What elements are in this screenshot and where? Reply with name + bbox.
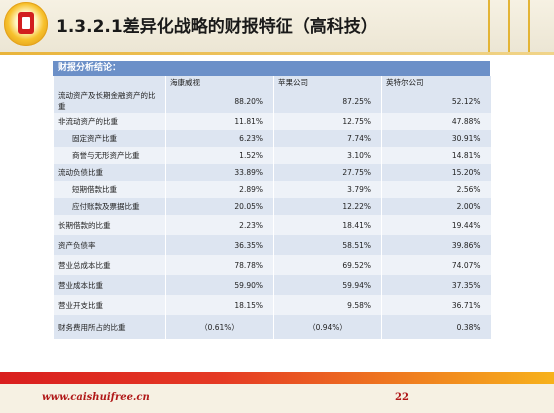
table-row: 营业成本比重 59.90% 59.94% 37.35%: [53, 275, 491, 295]
row-value: 59.90%: [165, 275, 274, 295]
row-value: 69.52%: [273, 255, 382, 275]
row-value: （0.94%）: [273, 315, 382, 339]
row-value: 0.38%: [381, 315, 491, 339]
page-number: 22: [395, 392, 409, 403]
row-value: 6.23%: [165, 130, 274, 147]
table-row: 固定资产比重 6.23% 7.74% 30.91%: [53, 130, 491, 147]
row-label: 资产负债率: [53, 235, 166, 255]
row-value: 7.74%: [273, 130, 382, 147]
row-label: 长期借款的比重: [53, 215, 166, 235]
column-header: 苹果公司: [273, 76, 382, 89]
row-value: 2.00%: [381, 198, 491, 215]
column-header: 海康威视: [165, 76, 274, 89]
table-row: 营业总成本比重 78.78% 69.52% 74.07%: [53, 255, 491, 275]
row-value: 1.52%: [165, 147, 274, 164]
row-value: 18.15%: [165, 295, 274, 315]
decorative-line: [488, 0, 490, 52]
row-value: 20.05%: [165, 198, 274, 215]
row-label: 应付账款及票据比重: [53, 198, 166, 215]
row-value: 12.22%: [273, 198, 382, 215]
row-label: 非流动资产的比重: [53, 113, 166, 130]
table-row: 流动资产及长期金融资产的比重 88.20% 87.25% 52.12%: [53, 89, 491, 113]
row-value: 27.75%: [273, 164, 382, 181]
row-label: 流动负债比重: [53, 164, 166, 181]
row-value: 14.81%: [381, 147, 491, 164]
table-row: 财务费用所占的比重 （0.61%） （0.94%） 0.38%: [53, 315, 491, 339]
row-label: 流动资产及长期金融资产的比重: [53, 89, 166, 113]
row-value: 58.51%: [273, 235, 382, 255]
column-header: [53, 76, 166, 89]
table-row: 流动负债比重 33.89% 27.75% 15.20%: [53, 164, 491, 181]
row-value: 2.89%: [165, 181, 274, 198]
row-value: 15.20%: [381, 164, 491, 181]
table-row: 长期借款的比重 2.23% 18.41% 19.44%: [53, 215, 491, 235]
table-row: 营业开支比重 18.15% 9.58% 36.71%: [53, 295, 491, 315]
footer-url: www.caishuifree.cn: [42, 392, 150, 403]
analysis-panel: 财报分析结论： 海康威视 苹果公司 英特尔公司 流动资产及长期金融资产的比重 88…: [53, 61, 491, 339]
row-label: 短期借款比重: [53, 181, 166, 198]
row-value: 88.20%: [165, 89, 274, 113]
row-label: 营业开支比重: [53, 295, 166, 315]
row-value: 3.79%: [273, 181, 382, 198]
panel-title: 财报分析结论：: [53, 61, 490, 76]
table-row: 非流动资产的比重 11.81% 12.75% 47.88%: [53, 113, 491, 130]
row-value: 74.07%: [381, 255, 491, 275]
row-value: 39.86%: [381, 235, 491, 255]
row-value: 47.88%: [381, 113, 491, 130]
slide-title: 1.3.2.1差异化战略的财报特征（高科技）: [56, 17, 378, 37]
column-header: 英特尔公司: [381, 76, 491, 89]
row-value: 30.91%: [381, 130, 491, 147]
table-body: 流动资产及长期金融资产的比重 88.20% 87.25% 52.12% 非流动资产的比重…: [53, 89, 491, 339]
row-value: 18.41%: [273, 215, 382, 235]
row-value: 2.23%: [165, 215, 274, 235]
row-label: 固定资产比重: [53, 130, 166, 147]
row-label: 财务费用所占的比重: [53, 315, 166, 339]
row-value: 78.78%: [165, 255, 274, 275]
row-value: 37.35%: [381, 275, 491, 295]
row-label: 商誉与无形资产比重: [53, 147, 166, 164]
row-value: 36.71%: [381, 295, 491, 315]
slide-footer: [0, 384, 554, 413]
header-rule: [0, 52, 554, 55]
row-value: 19.44%: [381, 215, 491, 235]
decorative-line: [508, 0, 510, 52]
table-row: 应付账款及票据比重 20.05% 12.22% 2.00%: [53, 198, 491, 215]
financial-table: 海康威视 苹果公司 英特尔公司 流动资产及长期金融资产的比重 88.20% 87.2…: [53, 76, 491, 339]
decorative-line: [528, 0, 530, 52]
row-value: 59.94%: [273, 275, 382, 295]
table-row: 短期借款比重 2.89% 3.79% 2.56%: [53, 181, 491, 198]
row-label: 营业成本比重: [53, 275, 166, 295]
row-value: （0.61%）: [165, 315, 274, 339]
row-value: 12.75%: [273, 113, 382, 130]
table-row: 商誉与无形资产比重 1.52% 3.10% 14.81%: [53, 147, 491, 164]
row-value: 52.12%: [381, 89, 491, 113]
footer-band: [0, 372, 554, 384]
table-header-row: 海康威视 苹果公司 英特尔公司: [53, 76, 491, 89]
row-value: 3.10%: [273, 147, 382, 164]
row-value: 36.35%: [165, 235, 274, 255]
slide-header: 1.3.2.1差异化战略的财报特征（高科技）: [0, 0, 554, 52]
row-value: 33.89%: [165, 164, 274, 181]
row-value: 2.56%: [381, 181, 491, 198]
logo-icon: [4, 2, 48, 46]
row-label: 营业总成本比重: [53, 255, 166, 275]
row-value: 87.25%: [273, 89, 382, 113]
table-row: 资产负债率 36.35% 58.51% 39.86%: [53, 235, 491, 255]
row-value: 11.81%: [165, 113, 274, 130]
row-value: 9.58%: [273, 295, 382, 315]
